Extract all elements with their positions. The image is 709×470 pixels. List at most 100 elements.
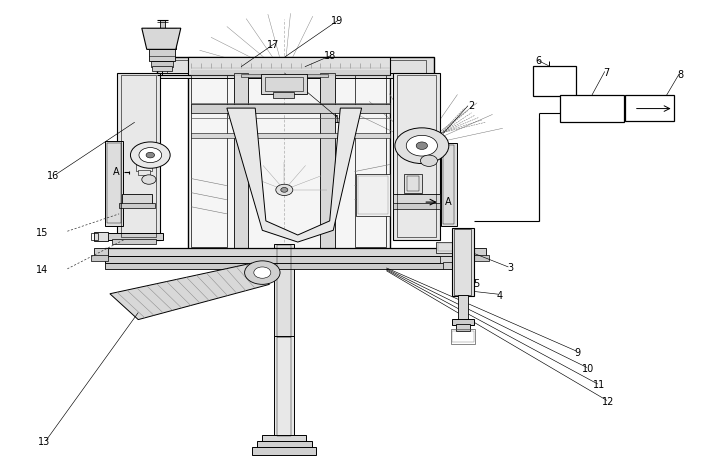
Bar (393, 203, 440, 209)
Text: 13: 13 (38, 437, 50, 447)
Bar (94, 232, 108, 241)
Bar (560, 95, 624, 122)
Bar (393, 73, 440, 240)
Circle shape (146, 152, 155, 158)
Bar (157, 73, 434, 78)
Bar (438, 243, 454, 251)
Text: 16: 16 (47, 171, 60, 181)
Bar (167, 60, 426, 73)
Bar (117, 73, 160, 240)
Bar (191, 75, 227, 247)
Text: 17: 17 (267, 39, 279, 50)
Circle shape (130, 142, 170, 168)
Bar (471, 248, 486, 257)
Text: 19: 19 (330, 16, 343, 26)
Text: 12: 12 (602, 397, 615, 407)
Polygon shape (142, 28, 181, 49)
Text: 11: 11 (593, 380, 605, 391)
Bar (94, 248, 108, 257)
Bar (452, 331, 474, 342)
Text: 2: 2 (469, 101, 474, 111)
Text: 9: 9 (575, 347, 581, 358)
Bar (397, 75, 436, 237)
Bar (252, 447, 316, 455)
Bar (454, 229, 471, 295)
Bar (152, 66, 172, 71)
Bar (157, 57, 434, 75)
Bar (121, 75, 156, 237)
Bar (138, 170, 150, 175)
Bar (443, 145, 454, 224)
Bar (105, 248, 474, 257)
Bar (274, 244, 294, 338)
Bar (241, 74, 262, 77)
Circle shape (245, 261, 280, 284)
Bar (265, 77, 303, 91)
Bar (354, 75, 386, 247)
Bar (191, 104, 390, 113)
Bar (122, 194, 152, 204)
Bar (119, 203, 155, 208)
Bar (105, 141, 123, 226)
Bar (471, 255, 489, 261)
Text: 10: 10 (582, 364, 595, 374)
Bar (105, 233, 163, 240)
Bar (257, 441, 312, 448)
Circle shape (276, 184, 293, 196)
Bar (136, 162, 152, 171)
Text: 1: 1 (334, 115, 340, 125)
Text: 3: 3 (508, 263, 513, 273)
Circle shape (139, 148, 162, 163)
Bar (436, 242, 456, 253)
Text: A: A (113, 167, 119, 178)
Circle shape (281, 188, 288, 192)
Bar (358, 176, 388, 214)
Circle shape (142, 175, 156, 184)
Bar (277, 337, 291, 436)
Bar (149, 49, 175, 61)
Bar (105, 263, 474, 269)
Text: 14: 14 (36, 265, 49, 275)
Bar (107, 143, 121, 223)
Bar (440, 256, 474, 263)
Circle shape (395, 128, 449, 164)
Bar (407, 176, 419, 191)
Text: 6: 6 (536, 56, 542, 66)
Text: 7: 7 (603, 68, 609, 78)
Bar (452, 228, 474, 296)
Text: 15: 15 (36, 227, 49, 238)
Bar (191, 133, 390, 138)
Bar (451, 329, 475, 344)
Bar (188, 73, 390, 249)
Circle shape (420, 155, 437, 166)
Bar (234, 73, 248, 249)
Text: 18: 18 (323, 51, 336, 62)
Polygon shape (227, 108, 362, 242)
Bar (188, 57, 390, 75)
Bar (456, 324, 470, 331)
Text: 5: 5 (474, 279, 479, 290)
Bar (320, 73, 335, 249)
Bar (147, 28, 176, 49)
Bar (262, 435, 306, 442)
Bar (112, 239, 156, 244)
Bar (306, 74, 328, 77)
Bar (393, 194, 440, 204)
Circle shape (416, 142, 428, 149)
Bar (404, 174, 422, 193)
Circle shape (254, 267, 271, 278)
Bar (441, 143, 457, 226)
Circle shape (406, 135, 437, 156)
Bar (261, 74, 307, 94)
Bar (160, 20, 165, 28)
Polygon shape (110, 263, 269, 320)
Bar (443, 262, 470, 269)
Bar (151, 61, 173, 67)
Bar (91, 233, 98, 240)
Bar (273, 92, 294, 98)
Bar (452, 319, 474, 325)
Text: A: A (445, 197, 452, 207)
Bar (533, 66, 576, 96)
Text: 8: 8 (678, 70, 683, 80)
Bar (191, 62, 386, 70)
